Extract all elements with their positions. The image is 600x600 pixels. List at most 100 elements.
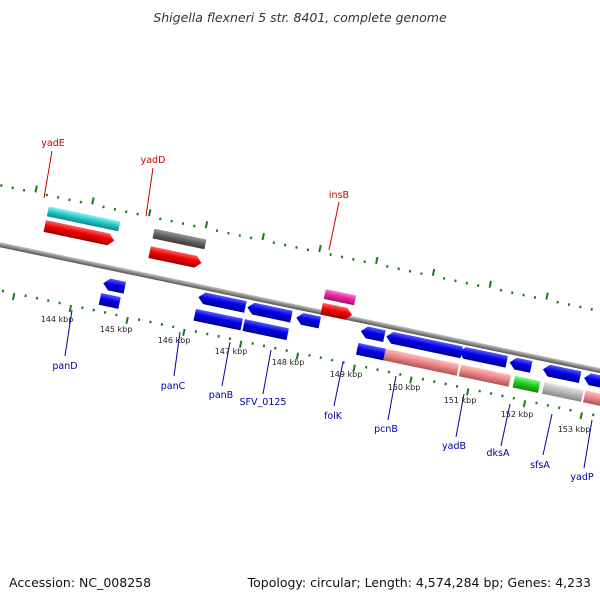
- minor-tick: [579, 305, 582, 309]
- minor-tick: [489, 392, 493, 395]
- topology-label: Topology: circular; Length: 4,574,284 bp…: [247, 575, 591, 590]
- minor-tick: [171, 325, 175, 329]
- gene-rev-lower-8: [541, 381, 584, 402]
- minor-tick: [251, 342, 254, 345]
- major-tick: [204, 221, 209, 229]
- gene-rev-lower-6: [458, 364, 512, 387]
- major-tick: [522, 400, 527, 408]
- minor-tick: [159, 217, 162, 221]
- major-tick: [11, 292, 16, 301]
- minor-tick: [478, 389, 481, 393]
- minor-tick: [546, 403, 550, 407]
- minor-tick: [399, 372, 402, 376]
- minor-tick: [455, 384, 459, 388]
- gene-rev-lower-1: [98, 293, 121, 309]
- major-tick: [182, 328, 186, 336]
- minor-tick: [512, 396, 516, 400]
- minor-tick: [272, 241, 276, 245]
- minor-tick: [397, 267, 400, 271]
- gene-yadD: [152, 228, 207, 250]
- forward-tick-row: [0, 184, 593, 311]
- scale-label: 147 kbp: [215, 347, 248, 356]
- minor-tick: [557, 406, 561, 410]
- minor-tick: [499, 288, 503, 292]
- major-tick: [125, 316, 129, 325]
- major-tick: [68, 304, 73, 313]
- major-tick: [261, 232, 265, 241]
- minor-tick: [330, 358, 334, 362]
- minor-tick: [283, 243, 287, 247]
- gene-fwd-red-1: [43, 220, 115, 246]
- minor-tick: [454, 279, 457, 283]
- minor-tick: [386, 265, 389, 268]
- minor-tick: [81, 306, 84, 310]
- accession-label: Accession: NC_008258: [9, 575, 152, 590]
- minor-tick: [160, 322, 164, 326]
- scale-label: 148 kbp: [272, 358, 305, 367]
- minor-tick: [115, 313, 118, 317]
- gene-label-panD: panD: [52, 361, 77, 372]
- minor-tick: [465, 281, 469, 285]
- scale-label: 145 kbp: [100, 325, 133, 334]
- minor-tick: [137, 318, 141, 322]
- minor-tick: [11, 186, 14, 190]
- gene-insB: [323, 289, 357, 306]
- minor-tick: [510, 291, 514, 295]
- gene-rev-lower-5: [383, 348, 460, 376]
- gene-rev-upper-6: [386, 331, 463, 359]
- minor-tick: [47, 299, 50, 303]
- reverse-label-leaders: [64, 309, 593, 469]
- gene-yadE: [46, 206, 121, 232]
- minor-tick: [387, 370, 391, 374]
- minor-tick: [79, 200, 83, 204]
- minor-tick: [58, 301, 61, 305]
- minor-tick: [35, 296, 39, 300]
- minor-tick: [0, 184, 3, 187]
- scale-label: 144 kbp: [41, 315, 74, 324]
- scale-label: 149 kbp: [330, 370, 363, 379]
- minor-tick: [522, 293, 525, 297]
- minor-tick: [113, 207, 117, 211]
- minor-tick: [533, 296, 537, 299]
- gene-label-dksA: dksA: [487, 448, 510, 459]
- minor-tick: [329, 253, 332, 256]
- gene-label-pcnB: pcnB: [374, 424, 398, 435]
- scale-label: 153 kbp: [558, 425, 591, 434]
- minor-tick: [149, 320, 152, 324]
- minor-tick: [295, 245, 298, 249]
- major-tick: [545, 292, 549, 300]
- minor-tick: [433, 380, 436, 383]
- scale-label: 146 kbp: [158, 336, 191, 345]
- gene-rev-upper-7: [458, 347, 508, 368]
- major-tick: [352, 364, 356, 372]
- minor-tick: [170, 219, 173, 223]
- gene-label-folK: folK: [324, 411, 343, 422]
- major-tick: [488, 280, 492, 288]
- minor-tick: [340, 255, 344, 259]
- minor-tick: [363, 260, 366, 264]
- minor-tick: [136, 212, 139, 216]
- gene-rev-upper-9: [542, 364, 582, 384]
- minor-tick: [102, 205, 105, 209]
- minor-tick: [124, 210, 128, 214]
- minor-tick: [215, 229, 219, 233]
- minor-tick: [352, 257, 355, 261]
- minor-tick: [376, 368, 379, 372]
- minor-tick: [68, 198, 71, 202]
- gene-rev-upper-2: [198, 292, 247, 313]
- gene-label-SFV_0125: SFV_0125: [240, 397, 287, 408]
- gene-label-sfsA: sfsA: [530, 460, 550, 471]
- minor-tick: [590, 307, 593, 311]
- major-tick: [431, 268, 436, 276]
- minor-tick: [556, 300, 559, 304]
- major-tick: [409, 376, 413, 384]
- major-tick: [375, 256, 379, 265]
- minor-tick: [45, 193, 48, 197]
- gene-rev-upper-3: [247, 302, 293, 323]
- minor-tick: [227, 231, 230, 235]
- genome-backbone: [0, 230, 600, 392]
- minor-tick: [228, 337, 232, 341]
- minor-tick: [408, 269, 412, 273]
- minor-tick: [364, 365, 368, 369]
- gene-rev-lower-7: [512, 375, 541, 393]
